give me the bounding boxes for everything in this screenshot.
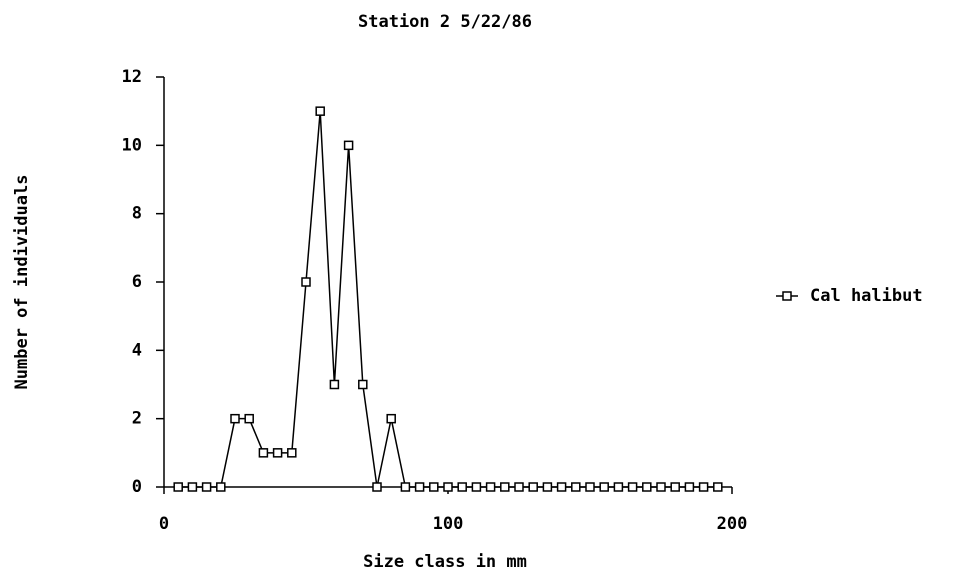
y-tick-label: 12 bbox=[122, 67, 142, 87]
data-point bbox=[287, 448, 297, 458]
data-point bbox=[329, 379, 340, 390]
y-tick-label: 4 bbox=[132, 340, 142, 360]
data-point bbox=[429, 482, 439, 492]
x-tick-label: 0 bbox=[159, 514, 169, 534]
data-point bbox=[571, 482, 581, 492]
data-point bbox=[514, 482, 524, 492]
data-point bbox=[713, 482, 723, 492]
x-axis-label: Size class in mm bbox=[363, 552, 527, 572]
data-point bbox=[599, 482, 609, 492]
data-point bbox=[500, 482, 510, 492]
y-tick-label: 8 bbox=[132, 204, 142, 224]
data-point bbox=[698, 482, 709, 492]
data-point bbox=[471, 482, 482, 492]
data-point bbox=[301, 277, 311, 287]
data-point bbox=[556, 482, 567, 492]
data-point bbox=[201, 482, 212, 492]
data-point bbox=[272, 448, 283, 458]
data-point bbox=[216, 482, 226, 492]
data-point bbox=[343, 140, 354, 151]
data-point bbox=[684, 482, 695, 492]
data-point bbox=[358, 379, 368, 390]
data-line bbox=[178, 111, 718, 488]
data-point bbox=[173, 482, 183, 492]
data-point bbox=[315, 106, 325, 116]
y-axis-label: Number of individuals bbox=[12, 175, 32, 390]
data-point bbox=[613, 482, 624, 492]
data-point bbox=[627, 482, 638, 492]
y-tick-label: 6 bbox=[132, 272, 142, 292]
data-point bbox=[400, 482, 411, 492]
data-point bbox=[528, 482, 538, 492]
x-tick-label: 200 bbox=[717, 514, 748, 534]
data-point bbox=[258, 448, 269, 458]
x-tick-label: 100 bbox=[433, 514, 464, 534]
y-tick-label: 2 bbox=[132, 409, 142, 429]
data-point bbox=[414, 482, 425, 492]
data-point bbox=[386, 413, 396, 424]
data-point bbox=[230, 413, 240, 424]
data-point bbox=[244, 413, 254, 424]
data-point bbox=[542, 482, 553, 492]
data-point bbox=[372, 482, 382, 492]
legend-label: Cal halibut bbox=[810, 286, 923, 306]
data-point bbox=[642, 482, 652, 492]
data-point bbox=[670, 482, 680, 492]
data-point bbox=[187, 482, 198, 492]
data-point bbox=[457, 482, 467, 492]
y-tick-label: 0 bbox=[132, 477, 142, 497]
data-point bbox=[443, 482, 453, 492]
chart-title: Station 2 5/22/86 bbox=[358, 12, 532, 32]
legend-marker bbox=[782, 291, 792, 301]
data-point bbox=[656, 482, 666, 492]
data-point bbox=[585, 482, 595, 492]
data-point bbox=[485, 482, 496, 492]
y-tick-label: 10 bbox=[122, 135, 142, 155]
